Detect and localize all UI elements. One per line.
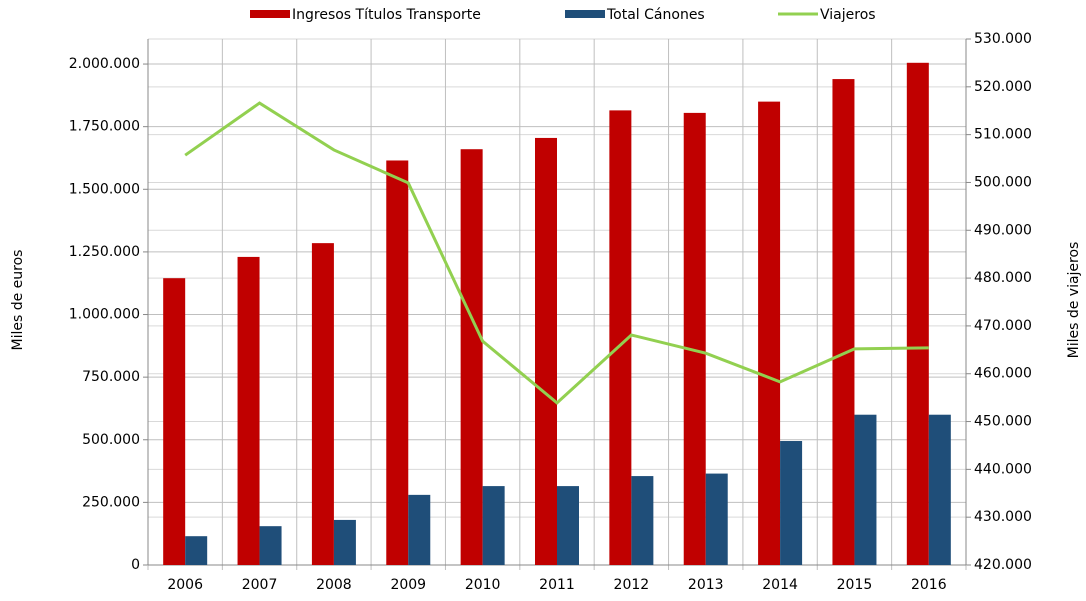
y-tick-label: 250.000 (82, 494, 140, 510)
bar (906, 62, 929, 566)
bar (237, 256, 260, 565)
y-axis-title: Miles de euros (10, 250, 26, 351)
bar (259, 526, 282, 565)
y2-tick-label: 520.000 (974, 79, 1032, 95)
y-tick-label: 2.000.000 (69, 56, 140, 72)
y-tick-label: 1.750.000 (69, 119, 140, 135)
x-tick-label: 2013 (688, 577, 724, 593)
x-tick-label: 2010 (465, 577, 501, 593)
y2-tick-label: 470.000 (974, 318, 1032, 334)
x-tick-label: 2015 (837, 577, 873, 593)
y2-tick-label: 420.000 (974, 557, 1032, 573)
bar (609, 110, 632, 565)
bar (386, 160, 409, 565)
legend-label: Ingresos Títulos Transporte (292, 7, 481, 23)
y2-tick-label: 490.000 (974, 222, 1032, 238)
x-tick-label: 2006 (167, 577, 203, 593)
x-tick-label: 2012 (614, 577, 650, 593)
x-tick-label: 2016 (911, 577, 947, 593)
x-tick-label: 2007 (242, 577, 278, 593)
bar (631, 476, 654, 565)
bar (482, 486, 505, 565)
bar (163, 278, 186, 565)
y2-tick-label: 430.000 (974, 509, 1032, 525)
x-tick-label: 2009 (390, 577, 426, 593)
bar (758, 101, 781, 565)
bar (311, 243, 334, 565)
y-tick-label: 750.000 (82, 369, 140, 385)
bar (185, 536, 208, 565)
bar (780, 441, 803, 565)
bar (705, 473, 728, 565)
y2-tick-label: 500.000 (974, 174, 1032, 190)
bar (333, 519, 356, 565)
y-tick-label: 1.000.000 (69, 307, 140, 323)
x-tick-label: 2011 (539, 577, 575, 593)
bar (928, 414, 951, 565)
bar (557, 486, 579, 565)
y-tick-label: 500.000 (82, 432, 140, 448)
bar (408, 494, 431, 565)
y2-tick-label: 440.000 (974, 461, 1032, 477)
line (184, 101, 929, 405)
bar (460, 149, 483, 565)
y2-tick-label: 450.000 (974, 414, 1032, 430)
bar (683, 112, 706, 565)
x-tick-label: 2008 (316, 577, 352, 593)
bar (854, 414, 877, 565)
legend-label: Total Cánones (606, 7, 705, 23)
legend-swatch (565, 10, 605, 18)
bar (832, 79, 855, 566)
bar (535, 137, 557, 565)
y2-axis-title: Miles de viajeros (1066, 242, 1082, 359)
y2-tick-label: 530.000 (974, 31, 1032, 47)
y2-tick-label: 480.000 (974, 270, 1032, 286)
y-tick-label: 1.500.000 (69, 181, 140, 197)
legend-swatch (250, 10, 290, 18)
y2-tick-label: 510.000 (974, 127, 1032, 143)
y-tick-label: 0 (131, 557, 140, 573)
x-tick-label: 2014 (762, 577, 798, 593)
y-tick-label: 1.250.000 (69, 244, 140, 260)
legend-label: Viajeros (820, 7, 876, 23)
y2-tick-label: 460.000 (974, 366, 1032, 382)
